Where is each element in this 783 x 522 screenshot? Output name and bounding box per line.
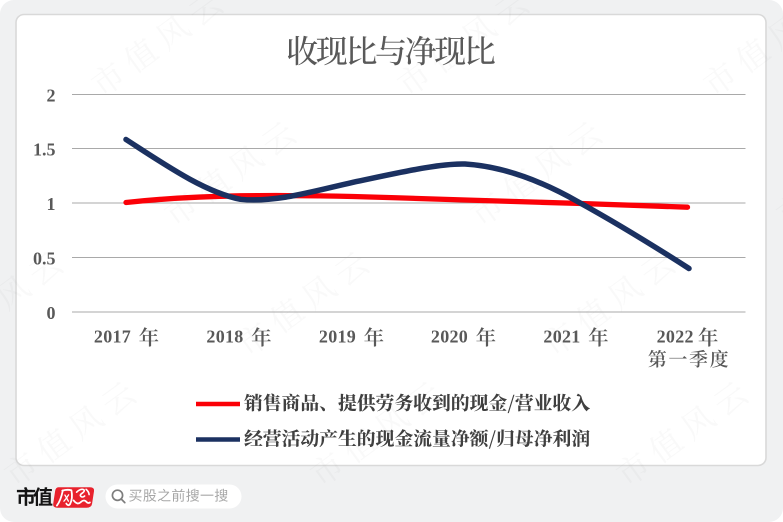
svg-text:0: 0	[47, 303, 56, 323]
svg-text:2017: 2017	[94, 327, 131, 347]
svg-text:0.5: 0.5	[33, 249, 56, 269]
svg-text:1: 1	[47, 194, 56, 214]
svg-text:2: 2	[47, 86, 56, 106]
svg-text:2019: 2019	[319, 327, 356, 347]
svg-text:2021: 2021	[543, 327, 580, 347]
svg-text:2020: 2020	[431, 327, 468, 347]
svg-text:2018: 2018	[206, 327, 243, 347]
svg-text:2022: 2022	[657, 327, 694, 347]
svg-text:1.5: 1.5	[33, 140, 56, 160]
